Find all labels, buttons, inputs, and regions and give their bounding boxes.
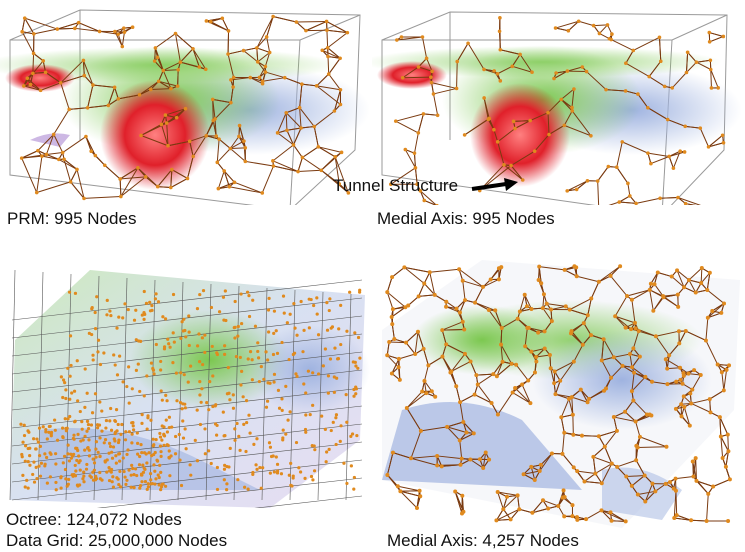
panel-medial-995 <box>372 0 745 205</box>
caption-prm: PRM: 995 Nodes <box>7 209 137 228</box>
tunnel-label: Tunnel Structure <box>333 176 459 195</box>
tunnel-annotation: Tunnel Structure <box>333 176 458 196</box>
caption-medial-995: Medial Axis: 995 Nodes <box>377 209 555 228</box>
tunnel-volume <box>100 80 210 190</box>
medial-995-render <box>372 11 742 205</box>
prm-roadmap-graph <box>19 14 351 201</box>
prm-render <box>0 9 370 205</box>
octree-nodes <box>19 288 362 492</box>
panel-prm <box>0 0 372 205</box>
arrow-icon <box>471 178 518 191</box>
medial-axis-graph <box>389 16 726 205</box>
octree-render <box>9 269 370 508</box>
caption-data-grid: Data Grid: 25,000,000 Nodes <box>6 531 228 550</box>
medial-axis-dense-graph <box>385 264 732 524</box>
caption-medial-4257: Medial Axis: 4,257 Nodes <box>387 531 579 550</box>
panel-octree <box>0 250 372 508</box>
medial-4257-render <box>382 260 740 528</box>
panel-medial-4257 <box>372 250 745 530</box>
caption-octree: Octree: 124,072 Nodes <box>6 510 182 529</box>
